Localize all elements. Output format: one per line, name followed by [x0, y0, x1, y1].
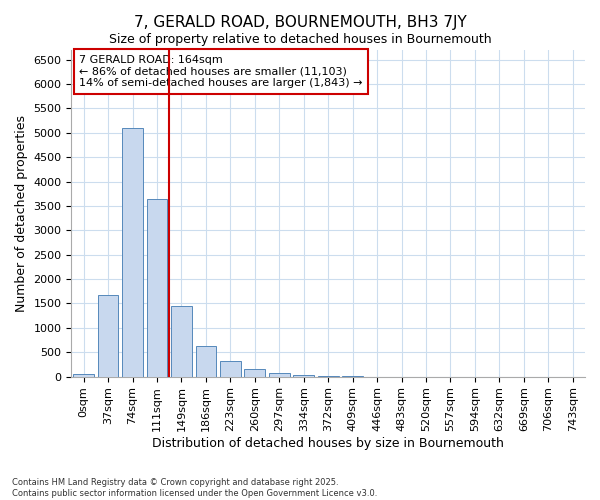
X-axis label: Distribution of detached houses by size in Bournemouth: Distribution of detached houses by size …: [152, 437, 504, 450]
Bar: [146, 198, 167, 376]
Bar: [196, 346, 217, 376]
Text: Size of property relative to detached houses in Bournemouth: Size of property relative to detached ho…: [109, 32, 491, 46]
Bar: [269, 372, 290, 376]
Bar: [122, 128, 143, 376]
Bar: [244, 370, 265, 376]
Text: Contains HM Land Registry data © Crown copyright and database right 2025.
Contai: Contains HM Land Registry data © Crown c…: [12, 478, 377, 498]
Text: 7 GERALD ROAD: 164sqm
← 86% of detached houses are smaller (11,103)
14% of semi-: 7 GERALD ROAD: 164sqm ← 86% of detached …: [79, 55, 362, 88]
Y-axis label: Number of detached properties: Number of detached properties: [15, 115, 28, 312]
Bar: [171, 306, 192, 376]
Text: 7, GERALD ROAD, BOURNEMOUTH, BH3 7JY: 7, GERALD ROAD, BOURNEMOUTH, BH3 7JY: [134, 15, 466, 30]
Bar: [220, 361, 241, 376]
Bar: [73, 374, 94, 376]
Bar: [98, 295, 118, 376]
Bar: [293, 374, 314, 376]
